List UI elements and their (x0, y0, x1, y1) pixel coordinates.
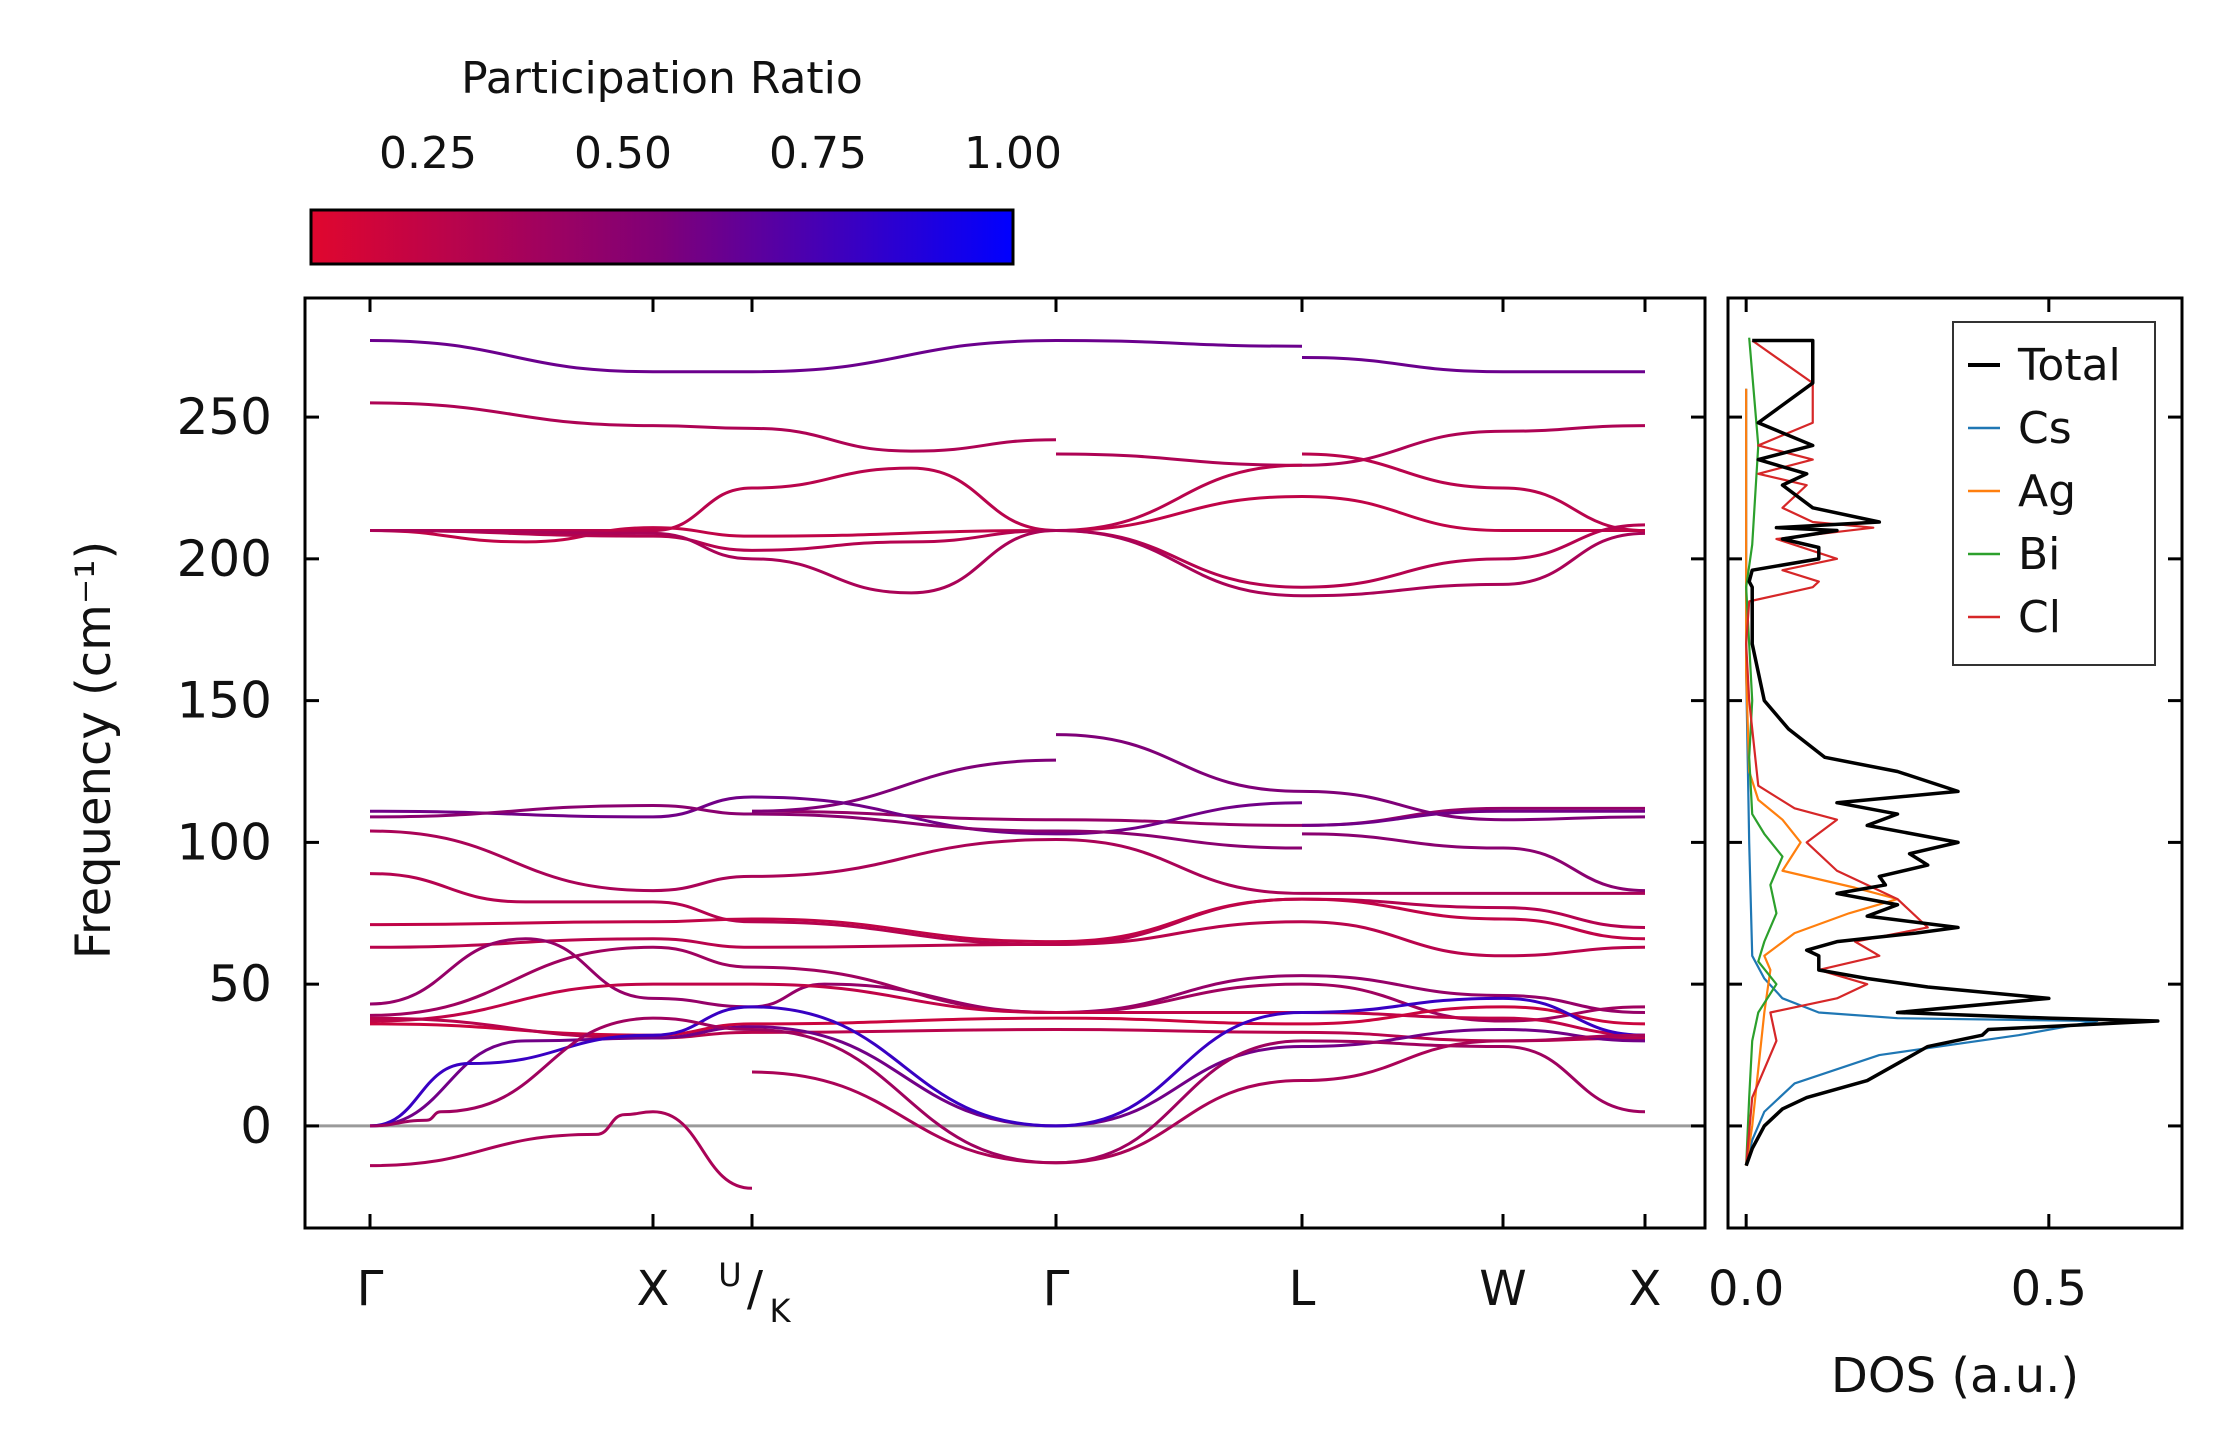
dos-curve-total (1744, 338, 2160, 1167)
legend-label-cl: Cl (2018, 592, 2061, 643)
kpoint-label-slash: / (747, 1261, 764, 1317)
phonon-branch-10 (369, 829, 1645, 895)
phonon-branch-22 (751, 1033, 1646, 1165)
kpoint-label-gamma-1: Γ (357, 1261, 384, 1317)
phonon-branch-16 (369, 982, 1646, 1037)
dos-panel: 0.0 0.5 DOS (a.u.) Total Cs Ag Bi Cl (1708, 296, 2184, 1404)
phonon-branch-12 (369, 897, 1646, 944)
colorbar-tick-label: 1.00 (964, 128, 1062, 179)
kpoint-label-x-1: X (637, 1261, 670, 1317)
phonon-branch-22 (369, 1110, 753, 1190)
y-axis-label: Frequency (cm⁻¹) (66, 541, 122, 959)
phonon-branch-11 (369, 872, 1646, 946)
colorbar-tick-label: 0.50 (574, 128, 672, 179)
phonon-branch-1 (1055, 424, 1646, 467)
y-tick-label: 50 (208, 955, 272, 1013)
kpoint-label-x-2: X (1629, 1261, 1662, 1317)
dos-x-axis-label: DOS (a.u.) (1831, 1348, 2079, 1404)
dos-x-tick-label: 0.5 (2011, 1261, 2087, 1317)
dos-ticks: 0.0 0.5 (1708, 298, 2182, 1317)
band-ticks: 0 50 100 150 200 250 (177, 298, 1705, 1228)
y-tick-label: 100 (177, 813, 272, 871)
phonon-branch-0 (1301, 356, 1645, 374)
phonon-branch-8 (369, 795, 1303, 836)
y-tick-label: 250 (177, 388, 272, 446)
colorbar-tick-label: 0.25 (379, 128, 477, 179)
phonon-branch-2 (1301, 452, 1646, 532)
legend-frame (1952, 321, 2156, 666)
phonon-branch-8 (1301, 809, 1645, 827)
dos-frame (1726, 296, 2184, 1230)
kpoint-label-u: U (718, 1256, 741, 1294)
phonon-branch-9 (1301, 832, 1646, 893)
legend-label-bi: Bi (2018, 529, 2060, 580)
band-frame (303, 296, 1707, 1230)
phonon-branch-19 (369, 1025, 1646, 1128)
colorbar-gradient (309, 208, 1015, 266)
phonon-branch-7 (751, 758, 1057, 813)
colorbar-label: Participation Ratio (461, 53, 863, 104)
phonon-branch-5 (369, 528, 1646, 598)
phonon-branch-21 (369, 1016, 1646, 1165)
legend-label-ag: Ag (2018, 466, 2076, 517)
legend-label-total: Total (2017, 340, 2121, 391)
phonon-branch-20 (369, 996, 1646, 1128)
legend-items: Total Cs Ag Bi Cl (1968, 340, 2121, 643)
phonon-branch-6 (751, 806, 1645, 827)
dos-curves (1744, 337, 2160, 1167)
kpoint-label-w: W (1479, 1261, 1526, 1317)
colorbar: Participation Ratio 0.25 0.50 0.75 1.00 (309, 53, 1062, 266)
kpoint-label-gamma-2: Γ (1043, 1261, 1070, 1317)
legend-label-cs: Cs (2018, 403, 2072, 454)
dos-curve-cs (1745, 388, 2099, 1166)
kpoint-labels: Γ X U / K Γ L W X (357, 1256, 1662, 1330)
dos-curve-bi (1745, 337, 1784, 1166)
band-structure-panel: Frequency (cm⁻¹) 0 50 100 150 200 250 Γ X U /… (66, 296, 1707, 1330)
y-tick-label: 200 (177, 530, 272, 588)
dos-curve-cl (1745, 339, 1929, 1166)
phonon-branch-14 (369, 937, 1646, 1015)
phonon-branch-13 (369, 920, 1646, 958)
kpoint-label-k: K (770, 1292, 792, 1330)
phonon-branch-4 (369, 523, 1646, 589)
y-tick-label: 150 (177, 672, 272, 730)
phonon-branch-0 (369, 339, 1303, 374)
dos-x-tick-label: 0.0 (1708, 1261, 1784, 1317)
phonon-branch-18 (369, 1016, 1646, 1043)
kpoint-label-l: L (1289, 1261, 1316, 1317)
phonon-branch-3 (369, 494, 1645, 544)
colorbar-tick-label: 0.75 (769, 128, 867, 179)
phonon-branch-7 (1055, 733, 1646, 822)
dos-legend: Total Cs Ag Bi Cl (1952, 321, 2156, 666)
phonon-branch-1 (369, 401, 1057, 453)
dos-curve-ag (1745, 388, 1899, 1166)
phonon-branches (369, 339, 1646, 1190)
phonon-branch-17 (369, 1005, 1646, 1037)
phonon-branch-2 (369, 463, 1303, 533)
phonon-branch-9 (369, 804, 1303, 850)
y-tick-label: 0 (240, 1097, 272, 1155)
